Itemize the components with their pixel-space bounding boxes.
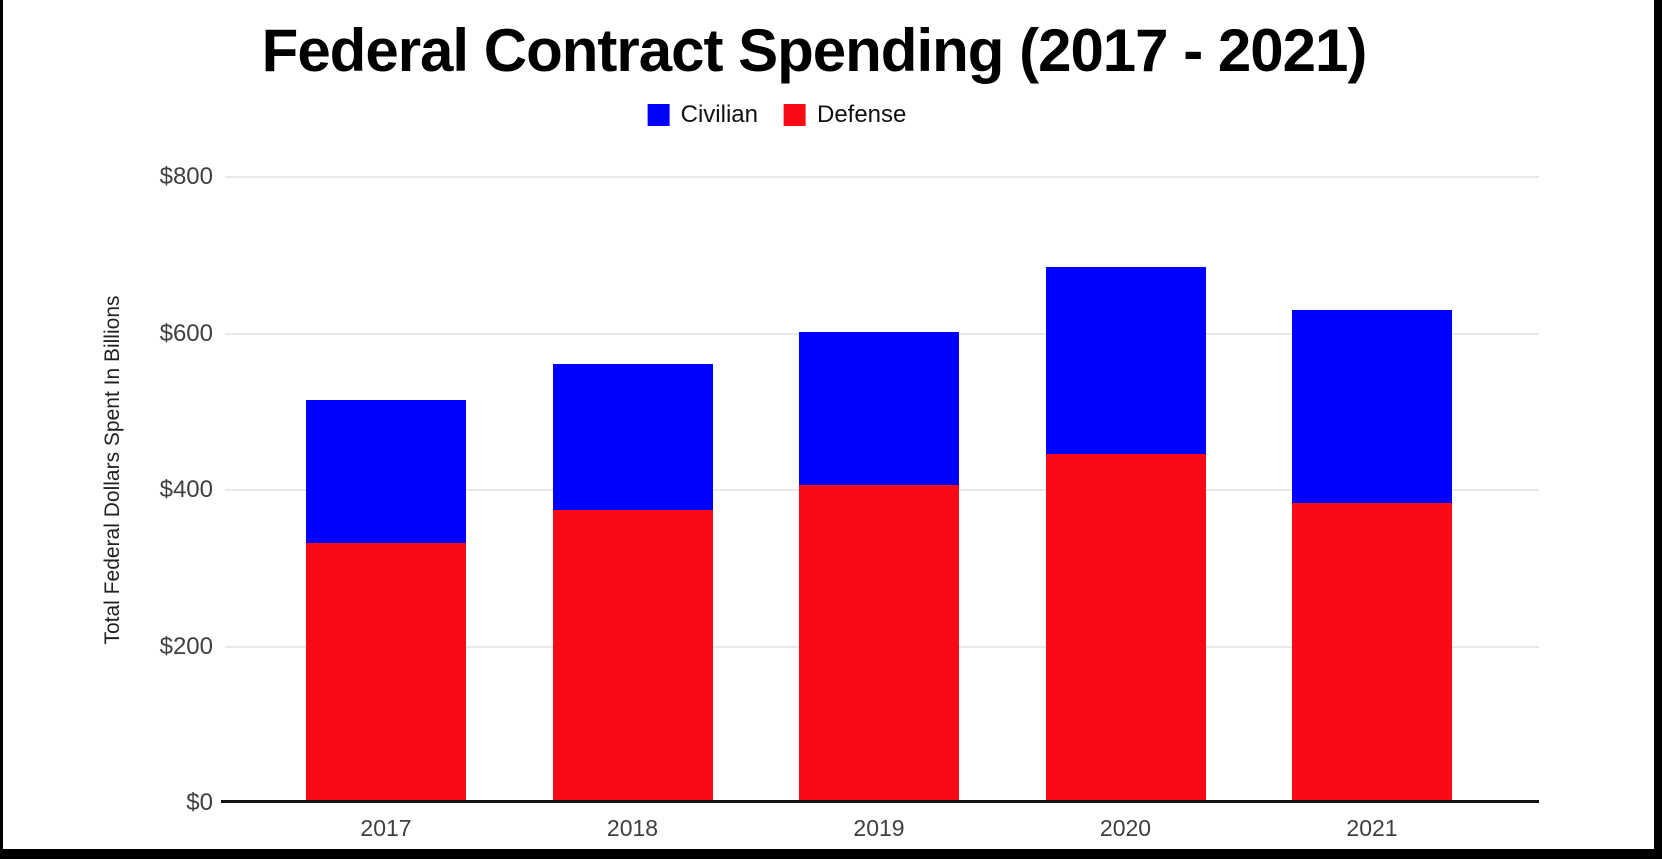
frame-border-left <box>0 0 3 859</box>
x-tick-label-2021: 2021 <box>1346 815 1398 841</box>
legend-item-defense: Defense <box>783 101 907 129</box>
bar-2019-civilian <box>799 331 959 485</box>
x-tick-label-2020: 2020 <box>1099 815 1152 841</box>
frame-border-right <box>1654 0 1662 859</box>
defense-color-swatch-icon <box>783 104 806 126</box>
legend-item-civilian: Civilian <box>647 101 758 129</box>
x-tick-label-2018: 2018 <box>606 815 659 841</box>
y-tick-label-600: $600 <box>159 319 213 347</box>
bar-2017-civilian <box>306 400 466 543</box>
bar-2020-defense <box>1045 453 1206 801</box>
y-axis-title: Total Federal Dollars Spent In Billions <box>101 295 124 645</box>
bar-2020-civilian <box>1045 267 1206 454</box>
bar-2021-defense <box>1292 502 1452 801</box>
chart-legend: Civilian Defense <box>647 101 907 129</box>
bar-2017-defense <box>306 542 466 801</box>
legend-label-civilian: Civilian <box>680 101 758 128</box>
y-tick-label-800: $800 <box>159 163 213 190</box>
x-axis-line <box>221 800 1539 803</box>
civilian-color-swatch-icon <box>647 104 670 126</box>
plot-area: $0 $200 $400 $600 $800 2017 2018 2019 2020 2021 <box>160 163 1539 841</box>
frame-border-bottom <box>0 849 1662 859</box>
legend-label-defense: Defense <box>816 101 907 128</box>
y-tick-label-0: $0 <box>186 789 213 816</box>
x-tick-label-2017: 2017 <box>360 815 412 841</box>
x-tick-label-2019: 2019 <box>853 815 905 841</box>
gridline-800 <box>225 176 1539 178</box>
bar-2019-defense <box>799 484 959 801</box>
bar-2018-defense <box>552 509 713 801</box>
y-tick-label-400: $400 <box>159 476 213 503</box>
bar-2018-civilian <box>552 364 713 510</box>
bar-2021-civilian <box>1292 309 1452 503</box>
y-tick-label-200: $200 <box>159 632 213 660</box>
chart-title: Federal Contract Spending (2017 - 2021) <box>261 17 1368 84</box>
